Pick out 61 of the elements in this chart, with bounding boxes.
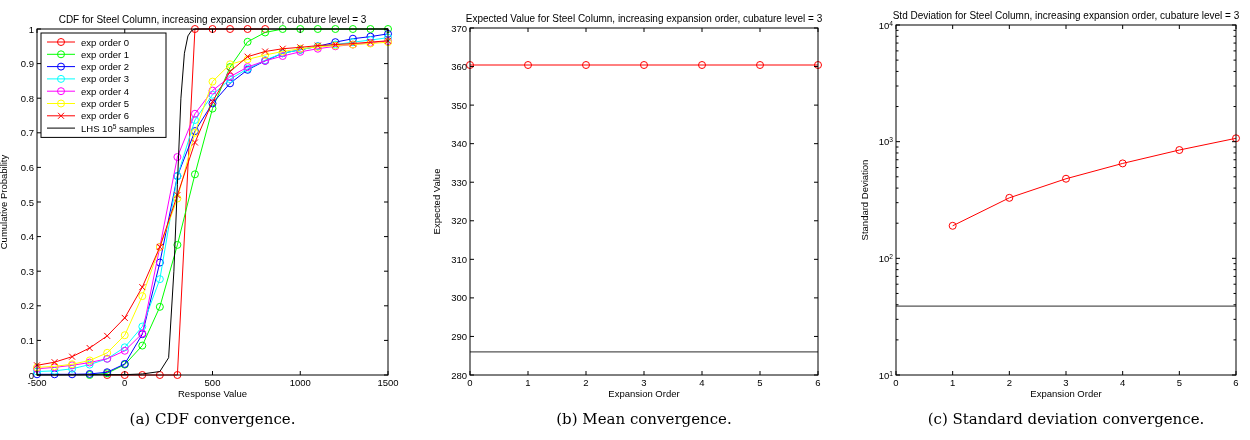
y-tick-label: 280 (451, 369, 467, 381)
y-tick-label: 320 (451, 215, 467, 227)
x-tick-label: 4 (699, 377, 705, 388)
legend-label: LHS 10$^{5}$ samples (81, 122, 155, 134)
x-tick-label: 1 (950, 377, 956, 388)
y-tick-label: 300 (451, 292, 467, 304)
y-tick-label: 370 (451, 22, 467, 34)
x-tick-label: 1 (525, 377, 531, 388)
y-tick-label: 350 (451, 99, 467, 111)
x-tick-label: 3 (1063, 377, 1069, 388)
y-tick-label: 360 (451, 61, 467, 73)
y-tick-label: 10$^{3}$ (878, 135, 894, 148)
legend-label: exp order 4 (81, 85, 130, 97)
y-tick-label: 0.4 (20, 231, 34, 243)
y-tick-label: 0.6 (20, 161, 34, 173)
y-tick-label: 10$^{1}$ (878, 369, 894, 381)
x-tick-label: 500 (204, 377, 221, 388)
y-axis-title: Cumulative Probability (0, 154, 9, 250)
y-tick-label: 0.1 (20, 334, 34, 346)
x-tick-label: 1500 (377, 377, 399, 388)
chart-title: CDF for Steel Column, increasing expansion order, cubature level = 3 (58, 14, 367, 25)
y-tick-label: 0.3 (20, 265, 34, 277)
y-tick-label: 10$^{2}$ (878, 252, 894, 264)
legend-label: exp order 2 (81, 61, 130, 73)
text: (c) Standard deviation convergence. (927, 410, 1205, 428)
legend-label: exp order 0 (81, 36, 130, 48)
chart-title: Expected Value for Steel Column, increasing expansion order, cubature level = 3 (465, 13, 823, 24)
x-tick-label: 4 (1120, 377, 1126, 388)
y-tick-label: 10$^{4}$ (878, 19, 894, 31)
text: (a) CDF convergence. (129, 410, 296, 428)
y-tick-label: 340 (451, 138, 467, 150)
y-tick-label: 0.7 (20, 127, 34, 139)
y-tick-label: 1 (28, 23, 34, 35)
y-axis-title: Standard Deviation (859, 159, 870, 241)
y-tick-label: 310 (451, 253, 467, 265)
y-axis-title: Expected Value (431, 168, 442, 235)
x-tick-label: -500 (27, 377, 47, 388)
y-tick-label: 330 (451, 176, 467, 188)
x-tick-label: 3 (641, 377, 647, 388)
legend-label: exp order 6 (81, 110, 130, 122)
y-tick-label: 290 (451, 330, 467, 342)
legend-label: exp order 5 (81, 98, 130, 109)
y-tick-label: 0.5 (20, 196, 34, 208)
x-tick-label: 2 (583, 377, 589, 388)
x-tick-label: 5 (1176, 377, 1182, 388)
y-tick-label: 0.8 (20, 92, 34, 104)
text: (b) Mean convergence. (556, 410, 732, 428)
chart-title: Std Deviation for Steel Column, increasing expansion order, cubature level = 3 (892, 10, 1240, 21)
x-axis-title: Response Value (177, 388, 248, 399)
x-tick-label: 6 (1233, 377, 1239, 388)
x-axis-title: Expansion Order (1030, 388, 1102, 399)
legend-label: exp order 1 (81, 48, 130, 60)
x-tick-label: 5 (757, 377, 763, 388)
x-tick-label: 0 (122, 377, 128, 388)
y-tick-label: 0.2 (20, 300, 34, 312)
legend-label: exp order 3 (81, 73, 130, 85)
x-tick-label: 6 (815, 377, 821, 388)
x-axis-title: Expansion Order (608, 388, 680, 399)
x-tick-label: 2 (1006, 377, 1012, 388)
y-tick-label: 0.9 (20, 58, 34, 70)
x-tick-label: 1000 (289, 377, 311, 388)
